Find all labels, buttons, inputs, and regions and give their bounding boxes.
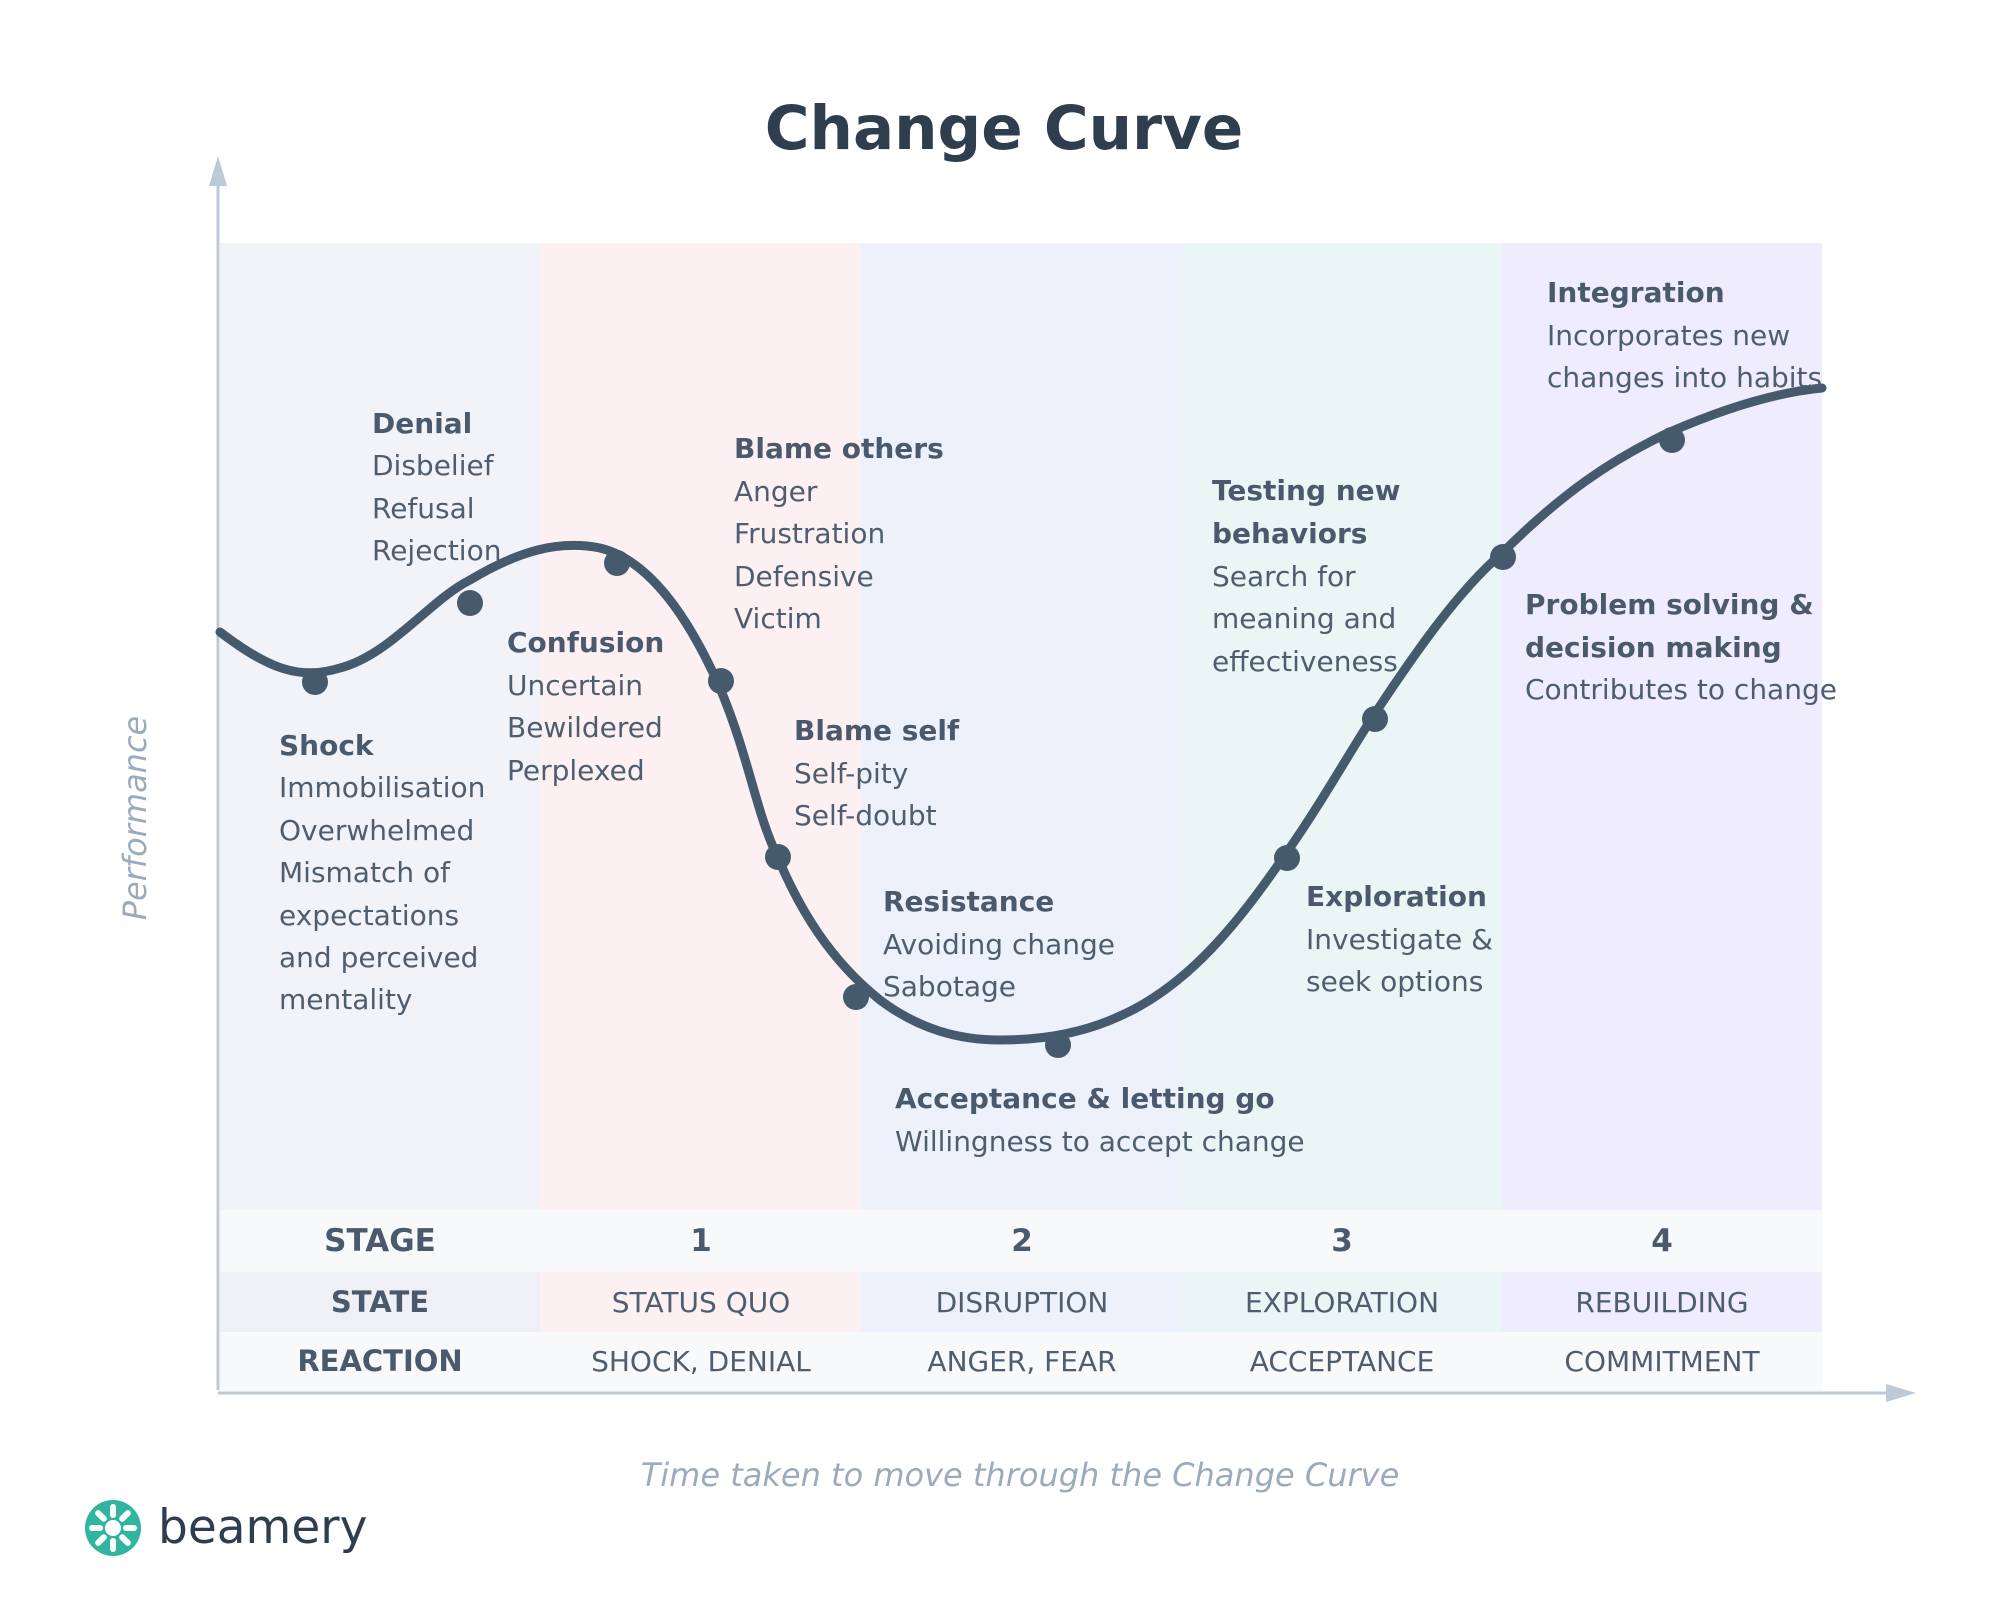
point-testing <box>1362 706 1388 732</box>
point-blame-others <box>708 668 734 694</box>
testing-title-1: Testing new <box>1212 474 1401 507</box>
exploration-title: Exploration <box>1306 880 1487 913</box>
acceptance-title: Acceptance & letting go <box>895 1082 1275 1115</box>
blame-others-line-3: Defensive <box>734 560 874 593</box>
denial-line-1: Disbelief <box>372 449 495 482</box>
testing-line-3: effectiveness <box>1212 645 1398 678</box>
point-integration <box>1659 427 1685 453</box>
denial-line-2: Refusal <box>372 492 475 525</box>
stage-1: 1 <box>690 1223 712 1259</box>
point-shock <box>302 669 328 695</box>
state-header: STATE <box>331 1285 429 1319</box>
x-axis-label: Time taken to move through the Change Cu… <box>641 1456 1400 1494</box>
curve-points <box>302 427 1685 1058</box>
shock-line-4: expectations <box>279 899 459 932</box>
exploration-line-2: seek options <box>1306 965 1483 998</box>
blame-others-line-2: Frustration <box>734 517 885 550</box>
beamery-logo: beamery <box>85 1500 367 1556</box>
blame-others-title: Blame others <box>734 432 944 465</box>
axes <box>209 156 1916 1402</box>
y-axis-arrow <box>209 156 227 186</box>
confusion-line-2: Bewildered <box>507 711 663 744</box>
stage-4: 4 <box>1651 1223 1673 1259</box>
x-axis-arrow <box>1886 1384 1916 1402</box>
reaction-shock-denial: SHOCK, DENIAL <box>591 1345 811 1378</box>
reaction-acceptance: ACCEPTANCE <box>1250 1345 1435 1378</box>
blame-others-line-4: Victim <box>734 602 822 635</box>
point-denial <box>457 590 483 616</box>
stage-table: STAGE 1 2 3 4 STATE STATUS QUO DISRUPTIO… <box>220 1210 1822 1391</box>
denial-title: Denial <box>372 407 472 440</box>
label-resistance: Resistance Avoiding change Sabotage <box>883 885 1115 1003</box>
label-denial: Denial Disbelief Refusal Rejection <box>372 407 501 567</box>
state-status-quo: STATUS QUO <box>612 1286 791 1319</box>
label-shock: Shock Immobilisation Overwhelmed Mismatc… <box>279 729 485 1016</box>
band-2 <box>861 243 1182 1391</box>
resistance-line-1: Avoiding change <box>883 928 1115 961</box>
beamery-logo-text: beamery <box>158 1500 367 1555</box>
diagram-title: Change Curve <box>765 93 1243 164</box>
label-problem-solving: Problem solving & decision making Contri… <box>1525 588 1837 706</box>
denial-line-3: Rejection <box>372 534 501 567</box>
reaction-row-bg <box>220 1332 1822 1391</box>
reaction-header: REACTION <box>297 1344 462 1378</box>
stage-bands <box>220 243 1822 1391</box>
problem-solving-title-1: Problem solving & <box>1525 588 1814 621</box>
problem-solving-line-1: Contributes to change <box>1525 673 1837 706</box>
point-exploration <box>1274 845 1300 871</box>
label-testing: Testing new behaviors Search for meaning… <box>1212 474 1401 678</box>
shock-line-1: Immobilisation <box>279 771 485 804</box>
label-confusion: Confusion Uncertain Bewildered Perplexed <box>507 626 664 787</box>
band-0 <box>220 243 540 1391</box>
stage-3: 3 <box>1331 1223 1353 1259</box>
stage-row-bg <box>220 1210 1822 1272</box>
exploration-line-1: Investigate & <box>1306 923 1493 956</box>
state-rebuilding: REBUILDING <box>1575 1286 1748 1319</box>
state-row-header-bg <box>220 1272 540 1332</box>
shock-line-6: mentality <box>279 983 413 1016</box>
testing-title-2: behaviors <box>1212 517 1367 550</box>
y-axis-label: Performance <box>116 716 154 920</box>
resistance-title: Resistance <box>883 885 1054 918</box>
point-acceptance <box>1045 1032 1071 1058</box>
label-integration: Integration Incorporates new changes int… <box>1547 276 1822 394</box>
stage-header: STAGE <box>324 1223 436 1259</box>
integration-line-1: Incorporates new <box>1547 319 1790 352</box>
reaction-commitment: COMMITMENT <box>1564 1345 1760 1378</box>
stage-2: 2 <box>1011 1223 1033 1259</box>
blame-others-line-1: Anger <box>734 475 818 508</box>
state-disruption: DISRUPTION <box>936 1286 1109 1319</box>
point-blame-self <box>765 844 791 870</box>
testing-line-2: meaning and <box>1212 602 1396 635</box>
point-problem-solving <box>1490 544 1516 570</box>
label-blame-others: Blame others Anger Frustration Defensive… <box>734 432 944 635</box>
integration-title: Integration <box>1547 276 1725 309</box>
shock-line-2: Overwhelmed <box>279 814 474 847</box>
shock-title: Shock <box>279 729 375 762</box>
blame-self-line-1: Self-pity <box>794 757 908 790</box>
band-3 <box>1182 243 1502 1391</box>
confusion-title: Confusion <box>507 626 664 659</box>
blame-self-title: Blame self <box>794 714 960 747</box>
reaction-anger-fear: ANGER, FEAR <box>927 1345 1116 1378</box>
problem-solving-title-2: decision making <box>1525 631 1782 664</box>
state-exploration: EXPLORATION <box>1245 1286 1439 1319</box>
point-confusion <box>604 550 630 576</box>
label-blame-self: Blame self Self-pity Self-doubt <box>794 714 960 832</box>
confusion-line-3: Perplexed <box>507 754 645 787</box>
blame-self-line-2: Self-doubt <box>794 799 937 832</box>
shock-line-3: Mismatch of <box>279 856 451 889</box>
testing-line-1: Search for <box>1212 560 1356 593</box>
label-exploration: Exploration Investigate & seek options <box>1306 880 1493 998</box>
shock-line-5: and perceived <box>279 941 478 974</box>
confusion-line-1: Uncertain <box>507 669 643 702</box>
integration-line-2: changes into habits <box>1547 361 1822 394</box>
acceptance-line-1: Willingness to accept change <box>895 1125 1305 1158</box>
resistance-line-2: Sabotage <box>883 970 1016 1003</box>
beamery-logo-icon <box>85 1500 141 1556</box>
label-acceptance: Acceptance & letting go Willingness to a… <box>895 1082 1305 1158</box>
point-resistance <box>843 984 869 1010</box>
band-1 <box>540 243 861 1391</box>
